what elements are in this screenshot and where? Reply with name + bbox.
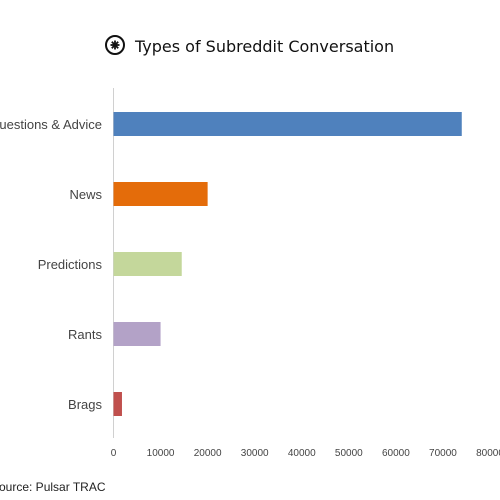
x-tick-label-0: 0: [111, 448, 117, 459]
x-tick-label-1: 10000: [147, 448, 175, 459]
bar-1: [113, 182, 208, 206]
bar-3: [113, 322, 161, 346]
x-tick-label-4: 40000: [288, 448, 316, 459]
category-labels-group: uestions & Advice News Predictions Rants Bra…: [0, 117, 102, 412]
x-tick-label-5: 50000: [335, 448, 363, 459]
bars-group: [113, 112, 462, 416]
bar-0: [113, 112, 462, 136]
bar-2: [113, 252, 182, 276]
category-label-2: Predictions: [38, 257, 103, 272]
x-tick-label-6: 60000: [382, 448, 410, 459]
source-note: ource: Pulsar TRAC: [0, 480, 106, 494]
bar-4: [113, 392, 122, 416]
chart-title-group: Types of Subreddit Conversation: [105, 35, 394, 56]
x-tick-label-3: 30000: [241, 448, 269, 459]
x-tick-labels-group: 0 10000 20000 30000 40000 50000 60000 70000 8000…: [111, 448, 500, 459]
category-label-1: News: [69, 187, 102, 202]
category-label-3: Rants: [68, 327, 102, 342]
category-label-4: Brags: [68, 397, 102, 412]
category-label-0: uestions & Advice: [0, 117, 102, 132]
chart-title: Types of Subreddit Conversation: [134, 37, 394, 56]
x-tick-label-2: 20000: [194, 448, 222, 459]
pulsar-logo-icon: [105, 35, 125, 55]
x-tick-label-8: 80000: [476, 448, 500, 459]
x-tick-label-7: 70000: [429, 448, 457, 459]
